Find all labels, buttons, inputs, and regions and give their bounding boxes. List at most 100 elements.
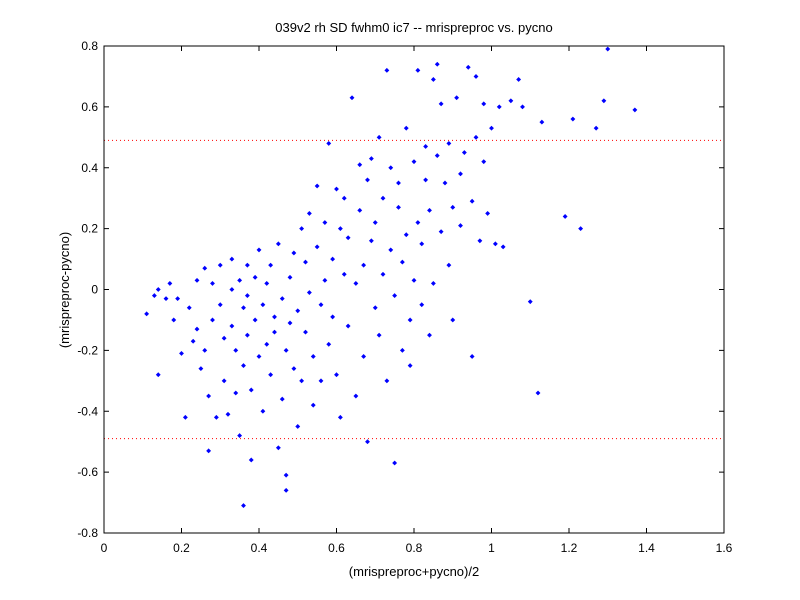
data-point [380,271,386,277]
reference-lines [104,139,724,440]
data-point [465,64,471,70]
data-point [380,195,386,201]
data-point [206,448,212,454]
y-tick-label: -0.2 [77,343,98,357]
data-point [427,332,432,338]
data-point [252,274,258,280]
data-point [632,107,638,113]
data-point [283,472,289,478]
data-point [291,250,297,256]
data-point [260,302,266,308]
data-point [365,439,370,445]
data-point [341,195,347,201]
data-point [268,372,274,378]
data-point [334,372,339,378]
data-point [430,77,436,82]
data-point [283,487,289,493]
data-point [496,104,502,110]
data-point [322,220,328,225]
data-point [407,317,413,323]
data-point [155,287,161,292]
data-point [264,280,270,286]
data-point [446,262,452,268]
data-point [318,378,324,384]
data-point [310,402,316,408]
data-point [229,287,235,292]
data-point [434,61,440,67]
data-point [407,363,413,369]
y-tick-label: 0.2 [81,222,98,236]
data-point [411,159,417,165]
data-point [303,329,308,335]
data-point [411,277,417,283]
y-tick-label: 0 [91,283,98,297]
y-tick-label: -0.8 [77,526,98,540]
data-point [353,393,359,399]
data-point [310,354,316,359]
data-point [508,98,514,104]
data-point [175,296,181,302]
y-tick-label: 0.8 [81,39,98,53]
data-point [233,347,239,353]
data-point [481,159,487,165]
x-axis-label: (mrispreproc+pycno)/2 [349,564,479,579]
data-point [489,125,494,131]
data-point [415,220,421,225]
data-point [427,207,432,213]
y-tick-label: 0.4 [81,161,98,175]
data-point [272,329,277,335]
data-point [244,332,250,338]
data-point [384,378,390,384]
data-point [306,210,312,216]
data-point [322,277,328,283]
data-point [334,186,339,192]
data-point [485,210,491,216]
data-point [423,144,429,149]
data-point [461,150,467,155]
data-point [520,104,525,110]
data-point [256,247,262,253]
data-point [469,198,475,204]
data-point [287,320,293,326]
data-point [500,244,506,250]
data-point [353,280,359,286]
data-point [399,347,405,353]
data-point [593,125,599,131]
data-point [330,256,336,262]
data-point [306,290,312,295]
data-point [295,308,301,314]
data-point [167,280,173,286]
x-tick-label: 0.4 [251,541,268,555]
data-point [314,244,320,250]
data-point [275,241,281,247]
data-point [562,214,568,219]
data-point [202,265,208,271]
data-point [151,293,157,299]
data-point [357,162,363,168]
data-point [605,46,611,52]
data-point [454,95,460,101]
data-point [229,256,235,262]
data-point [419,241,425,247]
data-point [337,414,343,420]
data-point [244,262,250,268]
data-point [473,134,479,140]
data-point [330,314,336,320]
data-point [248,387,254,393]
data-point [376,332,382,338]
data-point [392,293,398,299]
data-point [423,177,429,183]
data-point [318,302,324,308]
data-point [357,207,363,213]
data-point [388,165,394,171]
x-axis-ticks: 0 0.2 0.4 0.6 0.8 1 1.2 1.4 1.6 [101,46,733,555]
data-point [434,153,440,158]
data-point [419,302,425,308]
data-point [442,180,448,186]
data-point [458,171,463,177]
data-point [539,119,545,125]
x-tick-label: 0.8 [406,541,423,555]
data-point [241,363,246,369]
data-point [361,354,367,359]
